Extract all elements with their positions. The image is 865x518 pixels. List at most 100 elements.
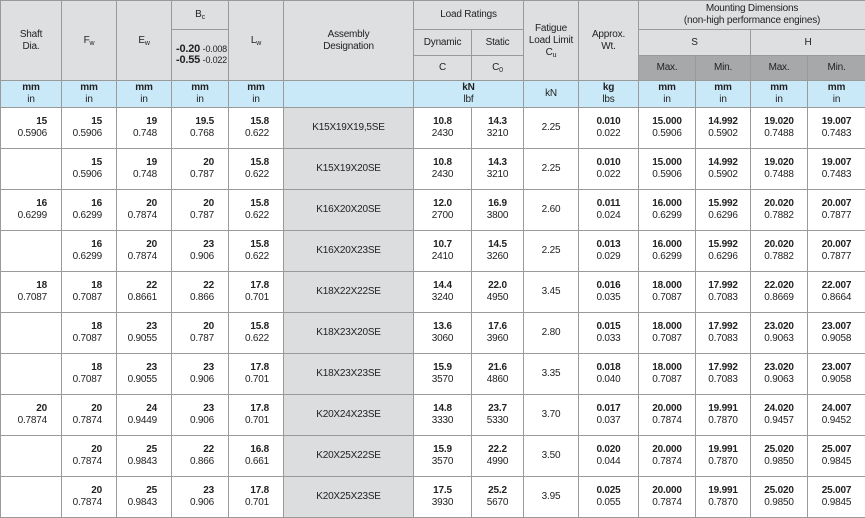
- value-imperial: 0.7087: [72, 333, 103, 344]
- cell-shaft: [0, 476, 62, 518]
- value-imperial: 0.5906: [72, 169, 103, 180]
- cell-c: 15.9 3570: [413, 353, 472, 395]
- value-imperial: 0.044: [596, 456, 621, 467]
- value-mm: 25: [146, 485, 157, 496]
- cell-ew: 23 0.9055: [116, 353, 172, 395]
- value-imperial: 0.9058: [821, 374, 852, 385]
- cell-bc: 22 0.866: [171, 271, 229, 313]
- value-imperial: 0.9449: [127, 415, 158, 426]
- value-mm: 15.9: [433, 444, 452, 455]
- value-imperial: 0.5906: [72, 128, 103, 139]
- value-imperial: 0.622: [244, 210, 269, 221]
- value-mm: 17.5: [433, 485, 452, 496]
- cell-s-max: 16.000 0.6299: [638, 230, 696, 272]
- value-mm: 15: [91, 157, 102, 168]
- cell-h-min: 23.007 0.9058: [807, 312, 865, 354]
- table-row: 18 0.7087 23 0.9055 23 0.906 17.8 0.701 K18X23X2…: [0, 353, 865, 395]
- value-imperial: 0.7874: [17, 415, 48, 426]
- value-mm: 16: [91, 198, 102, 209]
- value-imperial: 0.866: [189, 456, 214, 467]
- value-imperial: 0.7870: [708, 497, 738, 508]
- value-imperial: 3060: [431, 333, 454, 344]
- cell-c: 12.0 2700: [413, 189, 472, 231]
- value-imperial: 0.787: [189, 333, 214, 344]
- value-imperial: 0.787: [189, 169, 214, 180]
- cell-bc: 22 0.866: [171, 435, 229, 477]
- value-imperial: 0.7874: [72, 497, 103, 508]
- cell-lw: 15.8 0.622: [228, 312, 284, 354]
- value-imperial: 0.622: [244, 251, 269, 262]
- value-mm: 16: [91, 239, 102, 250]
- cell-s-min: 19.991 0.7870: [695, 394, 751, 436]
- value-mm: 12.0: [433, 198, 452, 209]
- value-mm: 0.016: [596, 280, 621, 291]
- value-imperial: 0.022: [596, 128, 621, 139]
- value-imperial: 0.040: [596, 374, 621, 385]
- value-mm: 23: [203, 485, 214, 496]
- value-mm: 23.020: [764, 362, 794, 373]
- value-imperial: 0.7882: [764, 251, 794, 262]
- value-mm: 22.0: [488, 280, 507, 291]
- value-imperial: 0.7874: [72, 415, 103, 426]
- value-imperial: 0.7882: [764, 210, 794, 221]
- cell-bc: 20 0.787: [171, 312, 229, 354]
- value-mm: 23.007: [821, 362, 852, 373]
- value-imperial: 0.866: [189, 292, 214, 303]
- cell-designation: K20X24X23SE: [283, 394, 414, 436]
- value-mm: 20: [203, 157, 214, 168]
- cell-s-max: 18.000 0.7087: [638, 271, 696, 313]
- cell-bc: 23 0.906: [171, 353, 229, 395]
- header-lw: Lw: [228, 0, 284, 81]
- unit-cell: mm in: [228, 80, 284, 108]
- value-mm: 18.000: [652, 321, 682, 332]
- table-row: 16 0.6299 20 0.7874 23 0.906 15.8 0.622 K16X20X2…: [0, 230, 865, 272]
- header-fw: Fw: [61, 0, 117, 81]
- cell-ew: 20 0.7874: [116, 189, 172, 231]
- value-imperial: 0.7087: [72, 292, 103, 303]
- unit-cell: mm in: [695, 80, 751, 108]
- cell-wt: 0.020 0.044: [578, 435, 639, 477]
- value-imperial: 3960: [486, 333, 509, 344]
- value-mm: 17.992: [708, 362, 738, 373]
- header-shaft-dia: Shaft Dia.: [0, 0, 62, 81]
- cell-shaft: [0, 353, 62, 395]
- value-imperial: 0.7087: [652, 333, 682, 344]
- unit-cell: mm in: [0, 80, 62, 108]
- cell-lw: 15.8 0.622: [228, 189, 284, 231]
- cell-c0: 14.5 3260: [471, 230, 524, 272]
- cell-designation: K18X22X22SE: [283, 271, 414, 313]
- unit-cell: mm in: [750, 80, 808, 108]
- header-c0: C0: [471, 55, 524, 81]
- cell-h-min: 20.007 0.7877: [807, 189, 865, 231]
- value-imperial: 0.8661: [127, 292, 158, 303]
- table-body: 15 0.5906 15 0.5906 19 0.748 19.5 0.768 15.8 0.62…: [0, 107, 865, 518]
- cell-s-min: 19.991 0.7870: [695, 476, 751, 518]
- cell-shaft: 20 0.7874: [0, 394, 62, 436]
- value-imperial: 0.055: [596, 497, 621, 508]
- value-mm: 15.8: [250, 198, 269, 209]
- value-mm: 15.8: [250, 321, 269, 332]
- cell-lw: 15.8 0.622: [228, 148, 284, 190]
- value-imperial: 0.9845: [821, 456, 852, 467]
- value-mm: 20: [203, 198, 214, 209]
- value-mm: 20.007: [821, 198, 852, 209]
- cell-h-max: 25.020 0.9850: [750, 476, 808, 518]
- value-imperial: 0.8664: [821, 292, 852, 303]
- value-imperial: 0.7874: [127, 210, 158, 221]
- value-imperial: 2430: [431, 169, 454, 180]
- value-mm: 18: [91, 362, 102, 373]
- cell-c0: 14.3 3210: [471, 107, 524, 149]
- value-imperial: 0.5906: [652, 169, 682, 180]
- value-imperial: 0.7870: [708, 456, 738, 467]
- cell-c0: 21.6 4860: [471, 353, 524, 395]
- header-ew: Ew: [116, 0, 172, 81]
- header-bc-tolerance: -0.20 -0.008 -0.55 -0.022: [171, 29, 229, 81]
- cell-h-max: 22.020 0.8669: [750, 271, 808, 313]
- cell-h-max: 20.020 0.7882: [750, 230, 808, 272]
- cell-wt: 0.025 0.055: [578, 476, 639, 518]
- cell-c: 15.9 3570: [413, 435, 472, 477]
- value-imperial: 0.661: [244, 456, 269, 467]
- value-mm: 24.020: [764, 403, 794, 414]
- value-imperial: 0.906: [189, 497, 214, 508]
